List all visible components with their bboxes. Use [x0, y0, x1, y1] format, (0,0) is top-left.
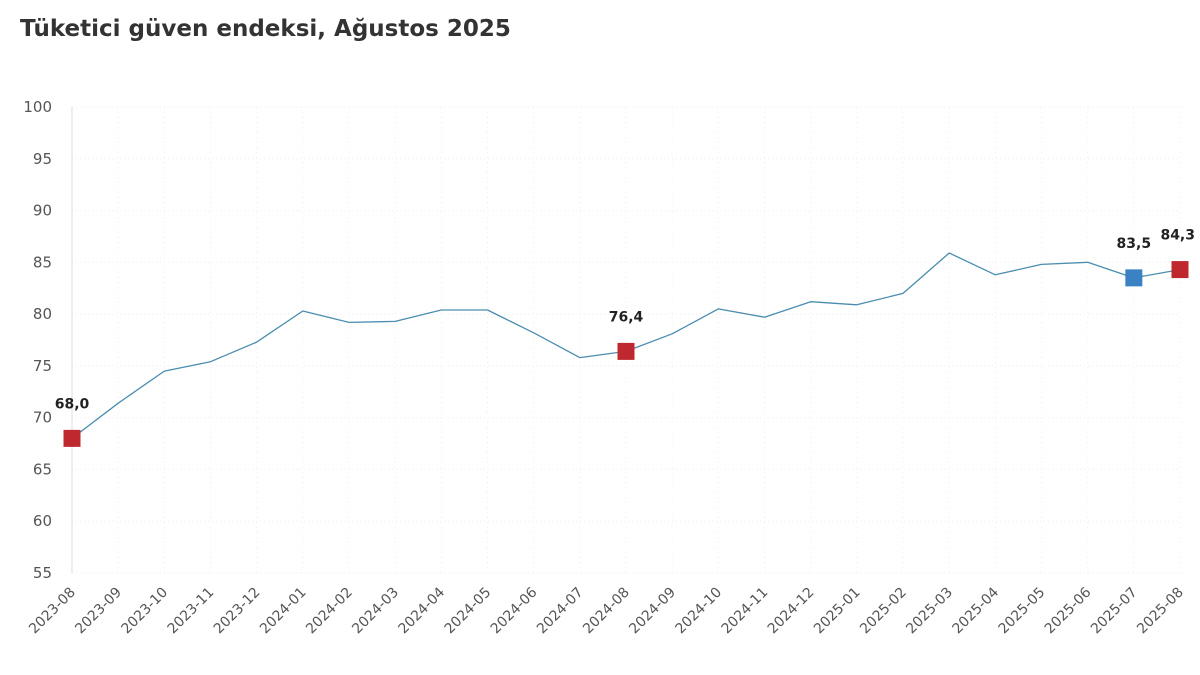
x-tick-label: 2024-07: [534, 585, 587, 638]
x-tick-label: 2025-05: [996, 585, 1049, 638]
x-tick-label: 2024-08: [580, 585, 633, 638]
x-tick-label: 2024-02: [303, 585, 356, 638]
data-labels: 68,0 76,4 83,5 84,3: [55, 228, 1195, 413]
y-tick-label: 95: [33, 150, 52, 168]
data-label: 84,3: [1160, 228, 1195, 244]
y-tick-label: 55: [33, 564, 52, 582]
y-tick-label: 65: [33, 460, 52, 478]
x-axis: 2023-082023-092023-102023-112023-122024-…: [26, 584, 1187, 637]
y-tick-label: 85: [33, 253, 52, 271]
x-tick-label: 2025-07: [1088, 585, 1141, 638]
highlight-marker: [1171, 261, 1189, 279]
y-axis: 100 95 90 85 80 75 70 65 60 55: [23, 98, 52, 582]
y-tick-label: 75: [33, 357, 52, 375]
y-tick-label: 70: [33, 409, 52, 427]
x-tick-label: 2024-11: [719, 585, 772, 638]
gridlines: [71, 106, 1181, 574]
x-tick-label: 2025-03: [903, 585, 956, 638]
x-tick-label: 2025-01: [811, 585, 864, 638]
x-tick-label: 2025-02: [857, 585, 910, 638]
highlight-marker: [1125, 269, 1143, 287]
x-tick-label: 2024-12: [765, 585, 818, 638]
y-tick-label: 80: [33, 305, 52, 323]
x-tick-label: 2025-06: [1042, 584, 1095, 637]
x-tick-label: 2025-04: [949, 584, 1002, 637]
y-tick-label: 60: [33, 512, 52, 530]
x-tick-label: 2023-08: [26, 585, 79, 638]
data-label: 76,4: [609, 309, 644, 325]
x-tick-label: 2024-04: [395, 584, 448, 637]
x-tick-label: 2024-06: [488, 584, 541, 637]
x-tick-label: 2023-10: [118, 585, 171, 638]
highlight-markers: [63, 261, 1189, 447]
x-tick-label: 2024-05: [442, 585, 495, 638]
x-tick-label: 2024-03: [349, 585, 402, 638]
x-tick-label: 2024-10: [672, 585, 725, 638]
highlight-marker: [63, 429, 81, 447]
chart-title: Tüketici güven endeksi, Ağustos 2025: [20, 16, 511, 42]
y-tick-label: 100: [23, 98, 52, 116]
x-tick-label: 2023-12: [211, 585, 264, 638]
x-tick-label: 2024-09: [626, 585, 679, 638]
data-label: 68,0: [55, 396, 90, 412]
x-tick-label: 2023-11: [165, 585, 218, 638]
highlight-marker: [617, 342, 635, 360]
y-tick-label: 90: [33, 202, 52, 220]
data-label: 83,5: [1117, 236, 1152, 252]
x-tick-label: 2025-08: [1134, 585, 1187, 638]
x-tick-label: 2023-09: [72, 585, 125, 638]
x-tick-label: 2024-01: [257, 585, 310, 638]
